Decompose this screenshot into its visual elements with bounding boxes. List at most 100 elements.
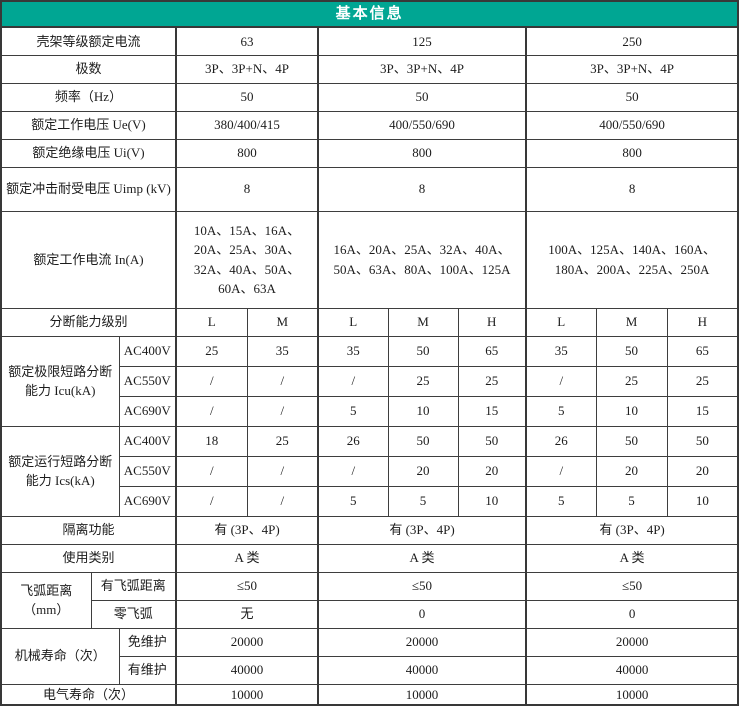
cell-grade: H: [457, 307, 527, 337]
cell-uimp-63: 8: [175, 166, 319, 212]
cell-ics: 5: [525, 485, 597, 517]
cell-ics: 5: [387, 485, 459, 517]
cell-icu: 25: [387, 365, 459, 397]
cell-grade: L: [175, 307, 248, 337]
cell-ics: /: [525, 455, 597, 487]
cell-arc-125: ≤50: [317, 571, 527, 601]
cell-in-125: 16A、20A、25A、32A、40A、50A、63A、80A、100A、125…: [317, 210, 527, 309]
row-arc-distance: 飞弧距离（mm） 有飞弧距离 ≤50 ≤50 ≤50: [0, 571, 739, 629]
cell-icu: 10: [595, 395, 668, 427]
cell-category-125: A 类: [317, 543, 527, 573]
row-icu-ac550v: AC550V / / / 25 25 / 25 25: [1, 365, 739, 397]
cell-mech-maint-63: 40000: [175, 655, 319, 685]
cell-icu: /: [525, 365, 597, 397]
cell-isolation-63: 有 (3P、4P): [175, 515, 319, 545]
cell-ics: 5: [317, 485, 389, 517]
cell-icu: /: [317, 365, 389, 397]
cell-mech-free-125: 20000: [317, 627, 527, 657]
cell-ics: 26: [317, 425, 389, 457]
cell-uimp-250: 8: [524, 166, 739, 212]
row-label: 额定工作电压 Ue(V): [0, 110, 177, 140]
row-poles: 极数 3P、3P+N、4P 3P、3P+N、4P 3P、3P+N、4P: [0, 54, 739, 84]
cell-ics: 26: [525, 425, 597, 457]
cell-icu: 65: [457, 335, 527, 367]
cell-icu: /: [246, 365, 319, 397]
cell-elec-250: 10000: [524, 683, 739, 706]
cell-arc-63: ≤50: [175, 571, 319, 601]
cell-ics: 20: [387, 455, 459, 487]
table-title-row: 基本信息: [0, 0, 739, 28]
cell-category-63: A 类: [175, 543, 319, 573]
sub-label: AC690V: [118, 395, 177, 427]
row-in: 额定工作电流 In(A) 10A、15A、16A、20A、25A、30A、32A…: [0, 210, 739, 309]
table-title: 基本信息: [0, 0, 739, 28]
sub-label: AC400V: [118, 425, 177, 457]
group-label-icu: 额定极限短路分断能力 Icu(kA): [0, 335, 120, 427]
cell-ics: /: [317, 455, 389, 487]
sub-label: AC400V: [118, 335, 177, 367]
cell-poles-250: 3P、3P+N、4P: [524, 54, 739, 84]
row-label: 额定工作电流 In(A): [0, 210, 177, 309]
row-label: 极数: [0, 54, 177, 84]
row-uimp: 额定冲击耐受电压 Uimp (kV) 8 8 8: [0, 166, 739, 212]
cell-icu: 10: [387, 395, 459, 427]
sub-label: AC550V: [118, 365, 177, 397]
group-label-arc: 飞弧距离（mm）: [0, 571, 92, 629]
cell-ics: /: [246, 455, 319, 487]
sub-label: 有飞弧距离: [90, 571, 177, 601]
sub-label: 有维护: [118, 655, 177, 685]
cell-grade: L: [525, 307, 597, 337]
cell-icu: 35: [525, 335, 597, 367]
cell-ics: 50: [387, 425, 459, 457]
cell-poles-125: 3P、3P+N、4P: [317, 54, 527, 84]
row-ue: 额定工作电压 Ue(V) 380/400/415 400/550/690 400…: [0, 110, 739, 140]
cell-freq-125: 50: [317, 82, 527, 112]
row-label: 电气寿命（次）: [0, 683, 177, 706]
cell-grade: M: [595, 307, 668, 337]
cell-in-63: 10A、15A、16A、20A、25A、30A、32A、40A、50A、60A、…: [175, 210, 319, 309]
row-label: 使用类别: [0, 543, 177, 573]
cell-icu: 65: [666, 335, 739, 367]
row-label: 隔离功能: [0, 515, 177, 545]
cell-icu: 15: [666, 395, 739, 427]
cell-elec-125: 10000: [317, 683, 527, 706]
cell-frame-125: 125: [317, 26, 527, 56]
cell-icu: 35: [317, 335, 389, 367]
cell-poles-63: 3P、3P+N、4P: [175, 54, 319, 84]
cell-icu: 50: [387, 335, 459, 367]
cell-grade: H: [666, 307, 739, 337]
cell-ics: /: [246, 485, 319, 517]
cell-frame-63: 63: [175, 26, 319, 56]
sub-label: AC550V: [118, 455, 177, 487]
cell-ue-125: 400/550/690: [317, 110, 527, 140]
cell-icu: 25: [595, 365, 668, 397]
sub-label: AC690V: [118, 485, 177, 517]
cell-ics: 20: [595, 455, 668, 487]
cell-icu: 25: [666, 365, 739, 397]
row-frequency: 频率（Hz） 50 50 50: [0, 82, 739, 112]
cell-category-250: A 类: [524, 543, 739, 573]
row-breaking-grade: 分断能力级别 L M L M H L M H: [0, 307, 739, 337]
cell-freq-63: 50: [175, 82, 319, 112]
cell-icu: /: [175, 365, 248, 397]
cell-icu: 5: [525, 395, 597, 427]
cell-zero-arc-125: 0: [317, 599, 527, 629]
cell-icu: 25: [457, 365, 527, 397]
cell-freq-250: 50: [524, 82, 739, 112]
row-label: 分断能力级别: [0, 307, 177, 337]
group-label-mech: 机械寿命（次）: [0, 627, 120, 685]
row-label: 额定冲击耐受电压 Uimp (kV): [0, 166, 177, 212]
cell-in-250: 100A、125A、140A、160A、180A、200A、225A、250A: [524, 210, 739, 309]
row-ui: 额定绝缘电压 Ui(V) 800 800 800: [0, 138, 739, 168]
cell-icu: 35: [246, 335, 319, 367]
cell-elec-63: 10000: [175, 683, 319, 706]
row-mech-life-free: 机械寿命（次） 免维护 20000 20000 20000: [0, 627, 739, 685]
cell-zero-arc-63: 无: [175, 599, 319, 629]
cell-ics: 10: [457, 485, 527, 517]
row-frame-current: 壳架等级额定电流 63 125 250: [0, 26, 739, 56]
cell-icu: 15: [457, 395, 527, 427]
row-category: 使用类别 A 类 A 类 A 类: [0, 543, 739, 573]
row-label: 壳架等级额定电流: [0, 26, 177, 56]
cell-ics: 25: [246, 425, 319, 457]
